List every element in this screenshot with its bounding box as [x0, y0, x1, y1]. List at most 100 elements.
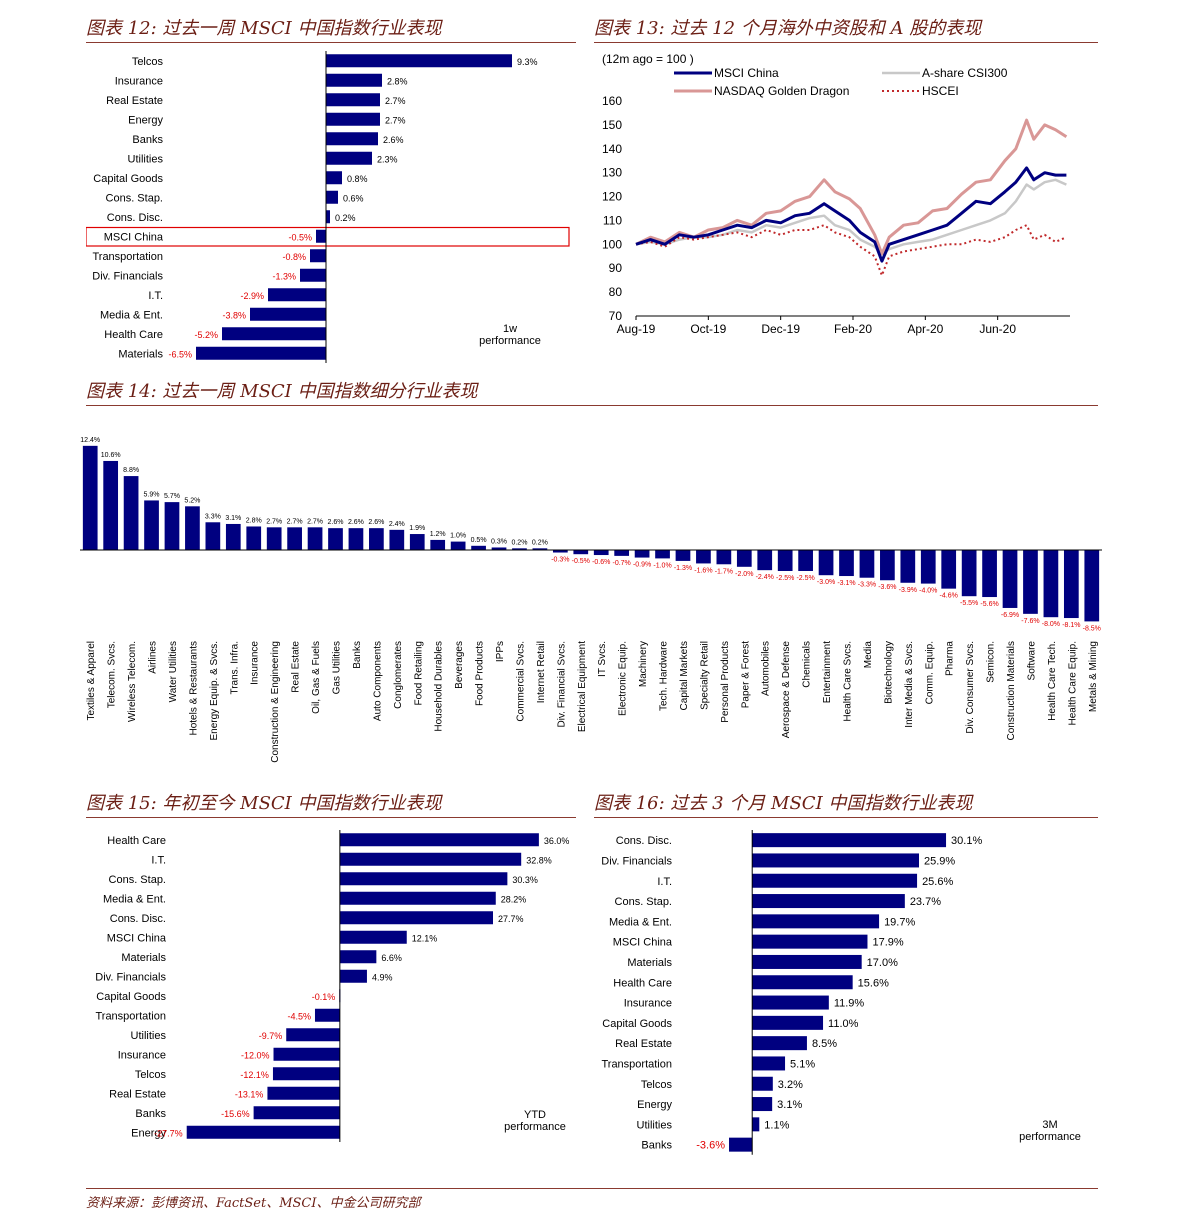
bar [552, 550, 568, 553]
category-label: Textiles & Apparel [86, 641, 97, 721]
category-label: Cons. Stap. [109, 874, 166, 886]
category-label: Div. Financials [92, 270, 163, 282]
category-label: Insurance [118, 1049, 166, 1061]
category-label: Telecom. Svcs. [107, 641, 118, 708]
category-label: Telcos [135, 1069, 167, 1081]
value-label: -3.8% [222, 310, 246, 320]
bar [573, 550, 589, 555]
value-label: -9.7% [259, 1031, 283, 1041]
category-label: Cons. Disc. [110, 913, 166, 925]
value-label: 3.2% [778, 1079, 803, 1091]
value-label: 2.7% [385, 96, 406, 106]
category-label: Entertainment [822, 641, 833, 703]
footer-rule [86, 1188, 1098, 1189]
value-label: -2.5% [776, 575, 794, 582]
x-tick-label: Feb-20 [834, 322, 872, 336]
category-label: Banks [641, 1140, 672, 1152]
value-label: -2.5% [796, 575, 814, 582]
value-label: -2.0% [735, 571, 753, 578]
bar [253, 1106, 340, 1120]
unit-note: (12m ago = 100 ) [602, 52, 694, 66]
y-tick-label: 140 [602, 142, 622, 156]
category-label: Capital Markets [679, 641, 690, 710]
category-label: Food Products [475, 641, 486, 706]
category-label: Cons. Stap. [615, 896, 672, 908]
category-label: Real Estate [615, 1038, 672, 1050]
value-label: -1.3% [674, 565, 692, 572]
category-label: Materials [118, 348, 163, 360]
value-label: 4.9% [372, 972, 393, 982]
category-label: Utilities [131, 1030, 167, 1042]
value-label: -8.0% [1042, 621, 1060, 628]
category-label: Media [863, 641, 874, 669]
category-label: Cons. Disc. [616, 835, 672, 847]
category-label: Insurance [624, 998, 672, 1010]
category-label: Energy [131, 1127, 166, 1139]
category-label: Div. Financials [601, 855, 672, 867]
series-line [635, 166, 1067, 263]
value-label: -1.0% [653, 562, 671, 569]
value-label: -3.0% [817, 579, 835, 586]
fig12-title: 图表 12: 过去一周 MSCI 中国指数行业表现 [86, 18, 442, 39]
value-label: 11.0% [828, 1018, 859, 1030]
bar [471, 545, 486, 550]
legend-label: A-share CSI300 [922, 66, 1008, 80]
category-label: Transportation [95, 1010, 166, 1022]
bar [961, 550, 977, 597]
value-label: -0.8% [282, 252, 306, 262]
value-label: 12.4% [80, 437, 100, 444]
bar [655, 550, 670, 559]
category-label: Media & Ent. [103, 893, 166, 905]
value-label: 0.3% [491, 538, 507, 545]
value-label: 2.6% [348, 519, 364, 526]
value-label: 0.2% [335, 213, 356, 223]
bar [186, 1125, 340, 1139]
category-label: Health Care [104, 329, 163, 341]
value-label: 28.2% [501, 894, 527, 904]
bar [164, 502, 180, 550]
value-label: -7.6% [1021, 618, 1039, 625]
y-tick-label: 130 [602, 166, 622, 180]
bar [250, 307, 326, 321]
bar [752, 1117, 760, 1132]
value-label: 2.3% [377, 154, 398, 164]
bar [757, 550, 773, 571]
category-label: Oil, Gas & Fuels [311, 641, 322, 714]
value-label: -0.3% [551, 557, 569, 564]
category-label: Insurance [250, 641, 261, 685]
value-label: 2.8% [246, 517, 262, 524]
bar [920, 550, 936, 584]
category-label: Div. Consumer Svcs. [965, 641, 976, 734]
value-label: 1.0% [450, 533, 466, 540]
category-label: Construction Materials [1006, 641, 1017, 740]
category-label: Automobiles [761, 641, 772, 696]
y-tick-label: 120 [602, 190, 622, 204]
value-label: -0.5% [288, 232, 312, 242]
value-label: 2.6% [383, 135, 404, 145]
category-label: Beverages [454, 641, 465, 689]
value-label: 2.7% [385, 115, 406, 125]
bar [900, 550, 916, 583]
bar [1023, 550, 1038, 614]
bar [326, 190, 338, 204]
bar [634, 550, 650, 558]
value-label: -6.9% [1001, 612, 1019, 619]
value-label: 5.7% [164, 493, 180, 500]
value-label: 12.1% [412, 933, 438, 943]
bar [123, 476, 139, 550]
bar [752, 1097, 773, 1112]
category-label: Real Estate [106, 95, 163, 107]
bar [1043, 550, 1059, 618]
x-tick-label: Dec-19 [761, 322, 800, 336]
bar [752, 954, 862, 969]
category-label: Paper & Forest [740, 641, 751, 708]
category-label: Pharma [945, 641, 956, 676]
category-label: Hotels & Restaurants [188, 641, 199, 736]
category-label: Inter Media & Svcs. [904, 641, 915, 728]
value-label: 30.3% [512, 875, 538, 885]
bar [752, 934, 868, 949]
category-label: Machinery [638, 641, 649, 687]
bar [225, 523, 241, 550]
bar [222, 327, 326, 341]
category-label: Metals & Mining [1088, 641, 1099, 712]
